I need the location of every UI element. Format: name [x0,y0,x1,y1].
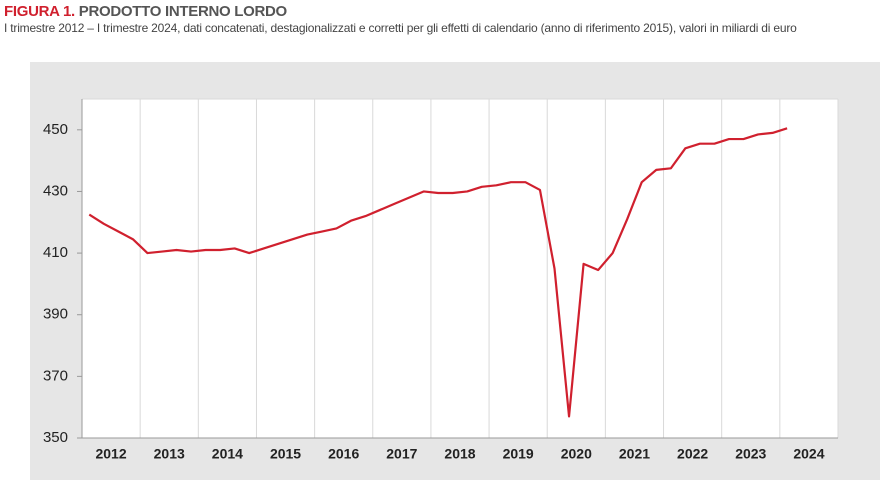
x-tick-label: 2020 [561,446,592,462]
title-row: FIGURA 1. PRODOTTO INTERNO LORDO [4,3,880,20]
y-tick-label: 390 [43,306,68,323]
x-tick-label: 2023 [735,446,766,462]
x-tick-label: 2016 [328,446,359,462]
y-tick-label: 430 [43,182,68,199]
x-tick-label: 2021 [619,446,650,462]
x-tick-label: 2014 [212,446,243,462]
y-tick-label: 450 [43,121,68,138]
chart-title: PRODOTTO INTERNO LORDO [78,3,287,20]
data-line [88,127,788,418]
figure-label: FIGURA 1. [4,3,75,20]
x-tick-label: 2013 [154,446,185,462]
plot-area [82,99,838,438]
x-tick-label: 2017 [386,446,417,462]
x-tick-label: 2024 [793,446,824,462]
chart-background [30,62,880,480]
x-tick-label: 2019 [503,446,534,462]
header: FIGURA 1. PRODOTTO INTERNO LORDO I trime… [4,3,880,36]
x-tick-label: 2022 [677,446,708,462]
x-tick-label: 2012 [95,446,126,462]
y-tick-label: 370 [43,367,68,384]
y-tick-label: 350 [43,429,68,446]
x-tick-label: 2015 [270,446,301,462]
chart-subtitle: I trimestre 2012 – I trimestre 2024, dat… [4,21,797,35]
y-tick-label: 410 [43,244,68,261]
x-tick-label: 2018 [444,446,475,462]
